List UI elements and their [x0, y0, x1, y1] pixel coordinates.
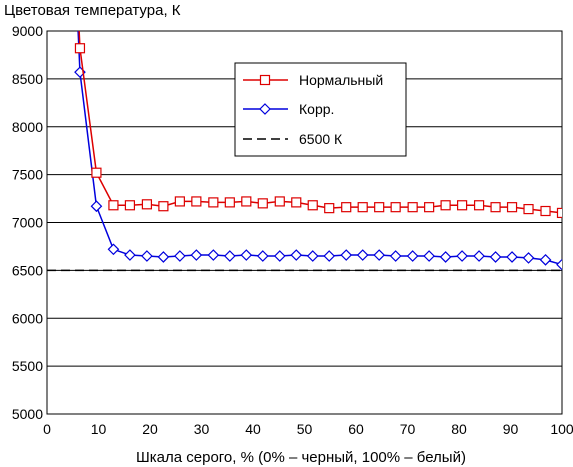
- data-point: [91, 167, 102, 178]
- x-tick-label: 50: [297, 421, 313, 437]
- data-point: [356, 249, 369, 261]
- y-axis-tick-labels: 5000 5500 6000 6500 7000 7500 8000 8500 9000: [12, 23, 43, 422]
- data-point: [540, 205, 551, 217]
- x-tick-label: 10: [91, 421, 107, 437]
- data-point: [158, 201, 169, 212]
- data-point: [208, 197, 219, 208]
- data-point: [473, 250, 485, 262]
- y-tick-label: 6000: [12, 310, 43, 326]
- data-point: [174, 196, 185, 207]
- data-point: [307, 200, 318, 211]
- legend-marker: [259, 103, 271, 115]
- data-point: [373, 249, 386, 261]
- data-point: [223, 250, 236, 262]
- data-point: [157, 251, 170, 263]
- y-tick-label: 7500: [12, 167, 43, 183]
- data-point: [256, 250, 269, 262]
- data-point: [523, 203, 534, 215]
- data-point: [190, 249, 203, 261]
- data-point: [440, 200, 451, 211]
- chart-title: Цветовая температура, К: [4, 2, 181, 19]
- data-point: [389, 250, 402, 262]
- data-point: [241, 196, 252, 207]
- series-layer: [47, 31, 562, 272]
- data-point: [341, 202, 352, 213]
- data-point: [240, 249, 253, 261]
- data-point: [489, 251, 502, 263]
- legend-items: Нормальный Корр. 6500 К: [243, 72, 383, 147]
- data-point: [456, 200, 468, 211]
- legend-label: 6500 К: [299, 131, 343, 147]
- series-0: [74, 31, 562, 219]
- data-point: [357, 202, 368, 213]
- y-tick-label: 5500: [12, 358, 43, 374]
- data-point: [306, 250, 319, 262]
- x-tick-label: 60: [348, 421, 364, 437]
- data-point: [406, 250, 419, 262]
- data-point: [473, 200, 485, 211]
- data-point: [290, 249, 303, 261]
- data-point: [124, 200, 136, 211]
- x-tick-label: 90: [503, 421, 519, 437]
- data-point: [291, 197, 302, 208]
- data-point: [556, 207, 562, 219]
- y-tick-label: 6500: [12, 262, 43, 278]
- x-tick-label: 40: [245, 421, 261, 437]
- data-point: [90, 200, 103, 213]
- data-point: [174, 250, 186, 262]
- data-point: [539, 253, 552, 266]
- data-point: [74, 43, 86, 54]
- y-tick-label: 5000: [12, 406, 43, 422]
- data-point: [191, 196, 202, 207]
- legend-label: Корр.: [299, 101, 334, 117]
- data-point: [324, 203, 335, 214]
- data-point: [107, 243, 120, 256]
- data-point: [439, 251, 452, 263]
- x-tick-label: 0: [43, 421, 51, 437]
- data-point: [456, 250, 468, 262]
- x-tick-label: 70: [400, 421, 416, 437]
- data-point: [141, 250, 153, 262]
- x-tick-label: 20: [142, 421, 158, 437]
- data-point: [141, 199, 153, 210]
- data-point: [108, 200, 119, 211]
- data-point: [207, 249, 220, 261]
- data-point: [490, 202, 501, 213]
- data-point: [424, 202, 435, 213]
- data-point: [257, 198, 268, 209]
- data-point: [506, 202, 518, 213]
- data-point: [407, 202, 418, 213]
- x-tick-label: 30: [194, 421, 210, 437]
- y-tick-label: 9000: [12, 23, 43, 39]
- x-tick-label: 100: [550, 421, 573, 437]
- data-point: [390, 202, 401, 213]
- data-point: [556, 258, 562, 271]
- data-point: [124, 249, 136, 261]
- x-axis-title: Шкала серого, % (0% – черный, 100% – бел…: [136, 449, 466, 466]
- data-point: [506, 251, 518, 263]
- data-point: [374, 202, 385, 213]
- y-tick-label: 7000: [12, 215, 43, 231]
- data-point: [423, 250, 435, 262]
- x-tick-label: 80: [451, 421, 467, 437]
- legend-label: Нормальный: [299, 72, 383, 88]
- data-point: [273, 250, 286, 262]
- legend-marker: [259, 74, 271, 86]
- y-tick-label: 8500: [12, 71, 43, 87]
- data-point: [323, 250, 336, 262]
- data-point: [224, 197, 235, 208]
- data-point: [340, 249, 353, 261]
- data-point: [274, 196, 285, 207]
- data-point: [522, 252, 535, 264]
- x-axis-tick-labels: 0 10 20 30 40 50 60 70 80 90 100: [43, 421, 573, 437]
- legend: Нормальный Корр. 6500 К: [234, 62, 407, 157]
- y-tick-label: 8000: [12, 119, 43, 135]
- series-1: [74, 31, 562, 271]
- plot-area: [46, 30, 563, 415]
